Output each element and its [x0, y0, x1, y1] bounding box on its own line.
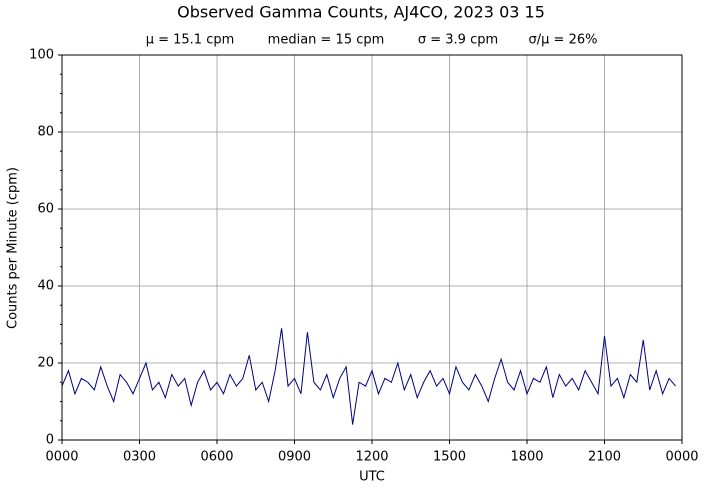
- x-tick-label: 0300: [123, 450, 156, 465]
- y-tick-label: 80: [37, 125, 54, 140]
- y-tick-label: 20: [37, 356, 54, 371]
- data-line: [61, 328, 676, 425]
- y-tick-label: 0: [46, 433, 54, 448]
- plot-frame: [61, 54, 683, 441]
- x-tick-label: 1800: [510, 450, 543, 465]
- subtitle-stat: σ = 3.9 cpm: [418, 33, 498, 48]
- y-tick-label: 60: [37, 202, 54, 217]
- x-tick-label: 0600: [200, 450, 233, 465]
- chart-title: Observed Gamma Counts, AJ4CO, 2023 03 15: [177, 3, 545, 22]
- x-tick-label: 2100: [588, 450, 621, 465]
- x-tick-label: 0900: [278, 450, 311, 465]
- y-tick-label: 40: [37, 279, 54, 294]
- subtitle-stat: median = 15 cpm: [268, 33, 385, 48]
- y-axis-label: Counts per Minute (cpm): [6, 167, 21, 329]
- x-tick-label: 0000: [45, 450, 78, 465]
- x-tick-label: 1500: [433, 450, 466, 465]
- subtitle-stat: σ/μ = 26%: [529, 33, 598, 48]
- subtitle-stat: μ = 15.1 cpm: [146, 33, 235, 48]
- x-tick-label: 1200: [355, 450, 388, 465]
- y-tick-label: 100: [29, 48, 54, 63]
- x-tick-label: 0000: [665, 450, 698, 465]
- x-axis-label: UTC: [359, 470, 385, 485]
